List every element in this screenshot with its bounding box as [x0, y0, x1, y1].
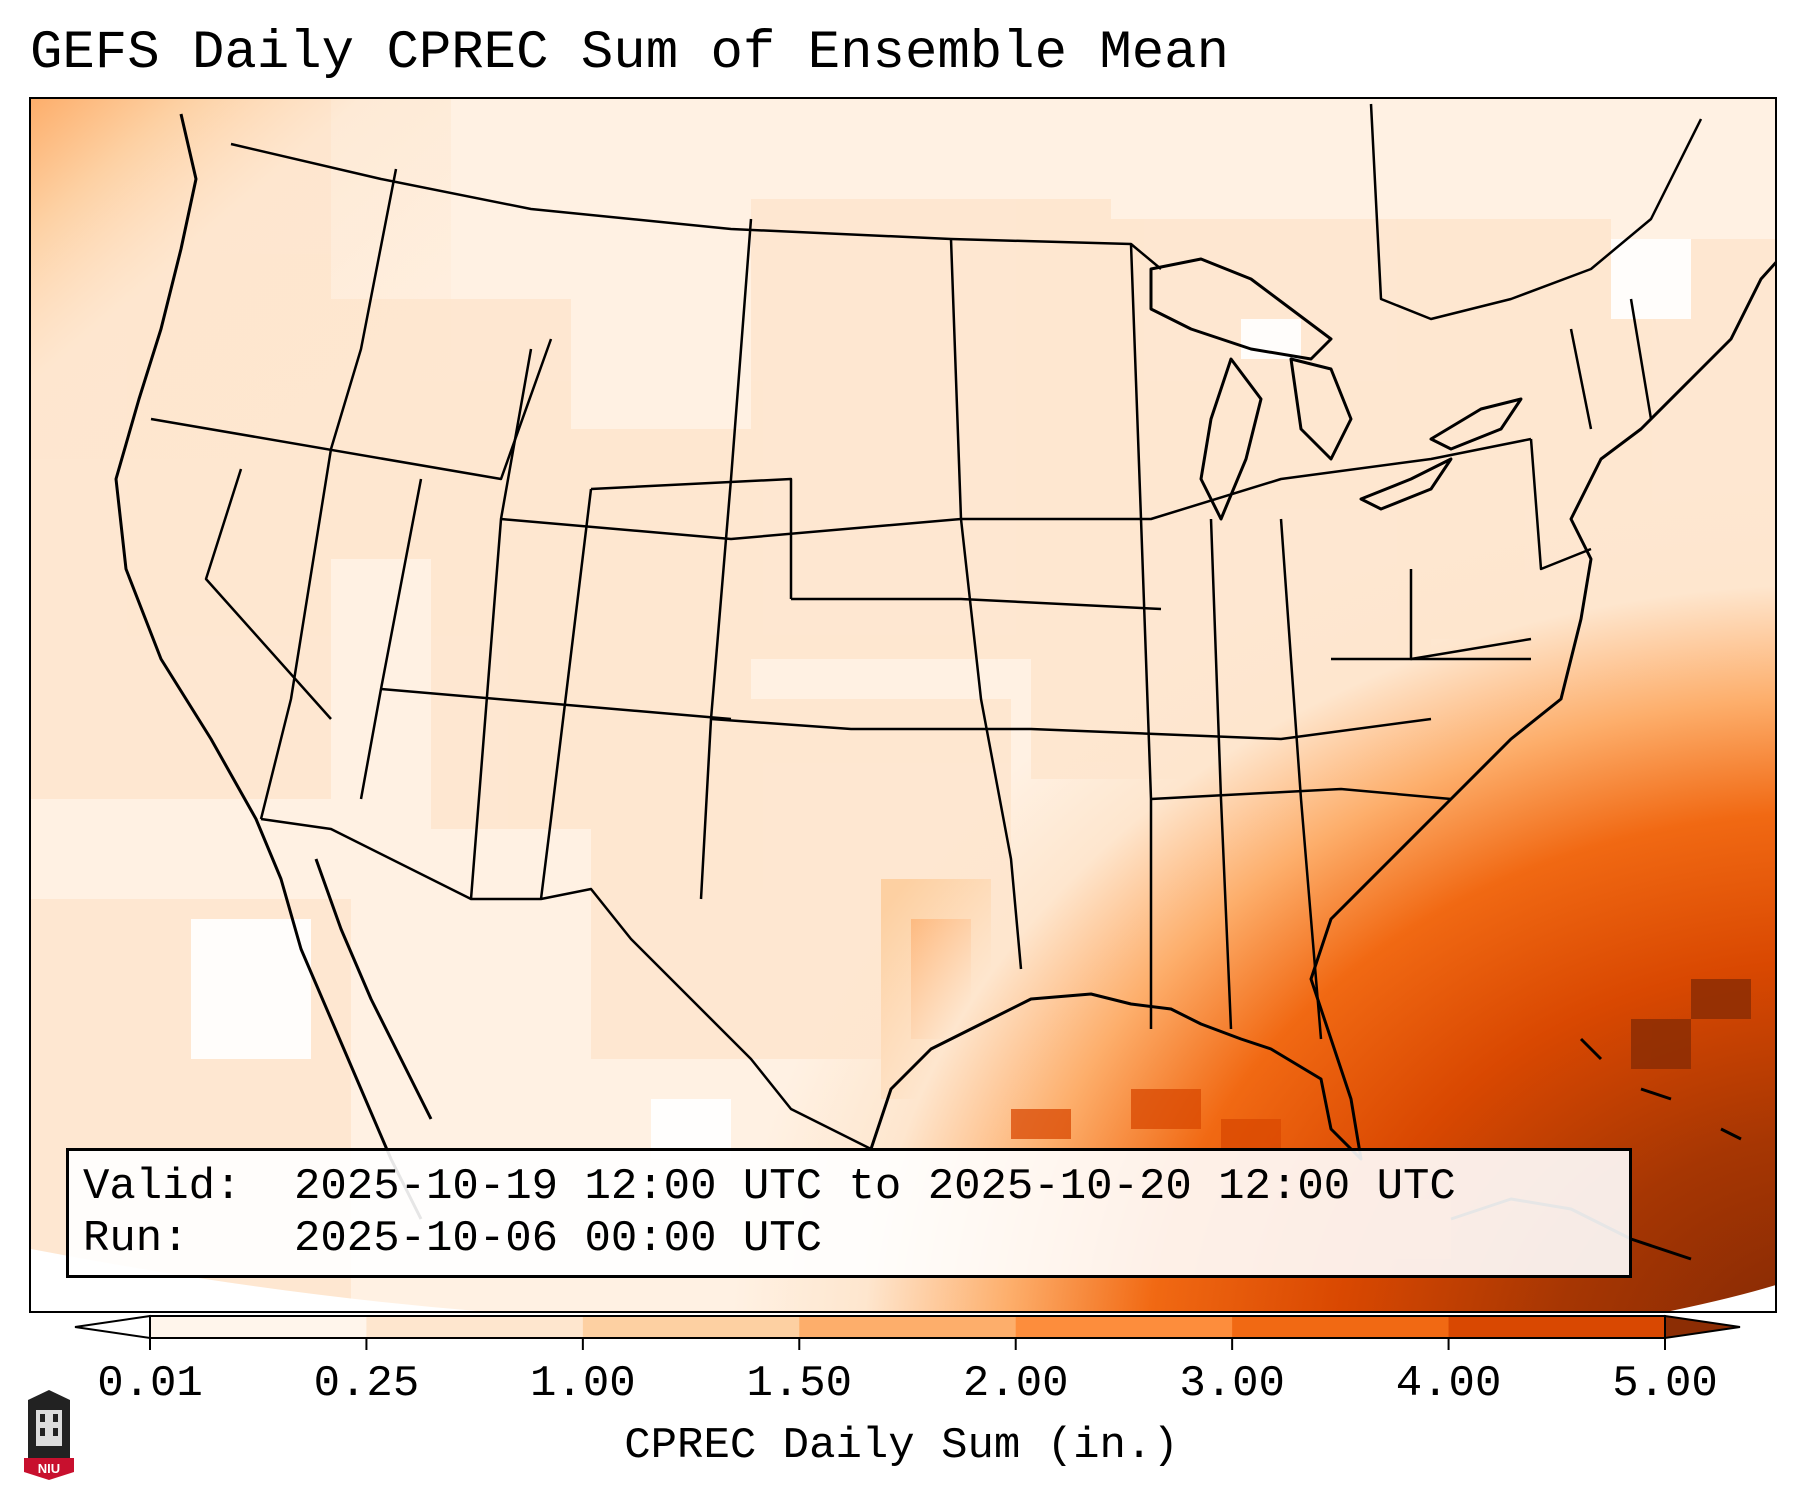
pacific-nw-precip — [31, 99, 451, 459]
colorbar-tick-label: 0.25 — [313, 1359, 420, 1409]
colorbar-segment — [582, 1316, 800, 1338]
run-label: Run: — [83, 1214, 189, 1264]
map-canvas — [31, 99, 1775, 1311]
colorbar-tick-label: 0.01 — [97, 1359, 203, 1409]
colorbar-tick-label: 4.00 — [1395, 1359, 1502, 1409]
colorbar-tick-label: 1.00 — [530, 1359, 636, 1409]
colorbar-tick-label: 2.00 — [962, 1359, 1069, 1409]
valid-value: 2025-10-19 12:00 UTC to 2025-10-20 12:00… — [294, 1162, 1456, 1212]
run-time-line: Run: 2025-10-06 00:00 UTC — [83, 1213, 1615, 1265]
colorbar-segment — [1448, 1316, 1666, 1338]
colorbar-segment — [366, 1316, 584, 1338]
atlantic-darkest-cells — [1631, 979, 1751, 1069]
colorbar-under-arrow — [74, 1314, 151, 1340]
colorbar-segment — [150, 1316, 367, 1338]
valid-label: Valid: — [83, 1162, 242, 1212]
niu-logo-text: NIU — [38, 1461, 60, 1476]
colorbar-segment — [1232, 1316, 1450, 1338]
colorbar-tick-label: 1.50 — [746, 1359, 853, 1409]
precip-map — [29, 97, 1777, 1313]
projection-edge-right — [1670, 1285, 1775, 1311]
valid-run-info-box: Valid: 2025-10-19 12:00 UTC to 2025-10-20… — [66, 1148, 1632, 1278]
niu-logo: NIU — [24, 1390, 74, 1480]
state-borders — [150, 103, 1703, 1151]
colorbar-over-arrow — [1664, 1314, 1741, 1340]
colorbar-tick-label: 5.00 — [1612, 1359, 1718, 1409]
colorbar-segment — [799, 1316, 1017, 1338]
projection-edge-left — [31, 1249, 478, 1311]
run-value: 2025-10-06 00:00 UTC — [294, 1214, 823, 1264]
valid-time-line: Valid: 2025-10-19 12:00 UTC to 2025-10-20… — [83, 1161, 1615, 1213]
colorbar-segment — [1015, 1316, 1233, 1338]
colorbar-label: CPREC Daily Sum (in.) — [624, 1421, 1179, 1471]
colorbar-tick-label: 3.00 — [1179, 1359, 1285, 1409]
colorbar-outline — [149, 1315, 1666, 1339]
map-title: GEFS Daily CPREC Sum of Ensemble Mean — [30, 23, 1229, 84]
